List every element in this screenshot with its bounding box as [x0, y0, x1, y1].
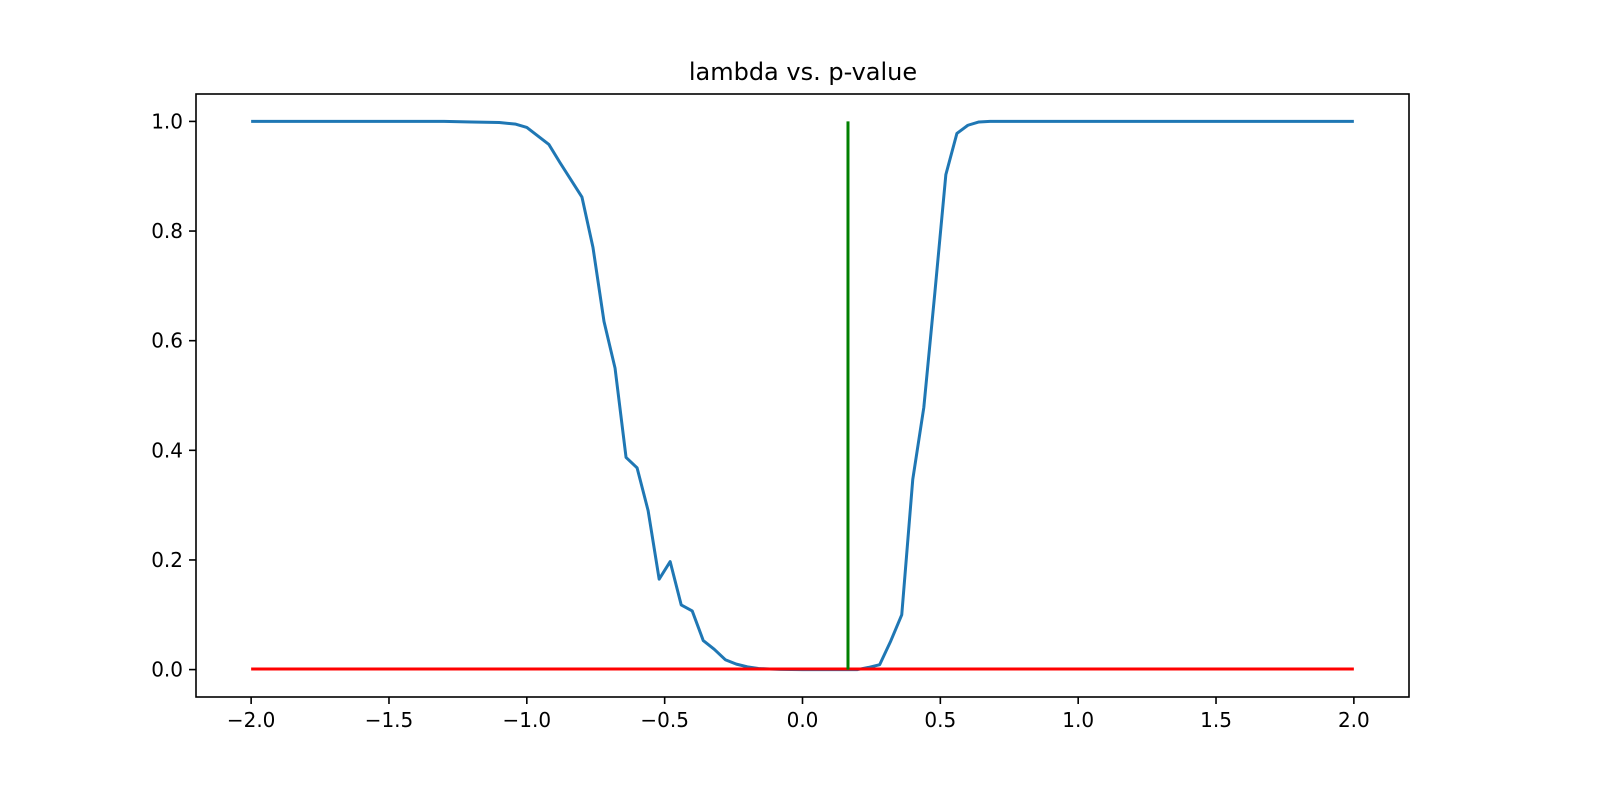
plot-area-frame [195, 93, 1410, 698]
y-tick-label: 0.8 [151, 219, 183, 243]
x-tick-label: −2.0 [227, 708, 276, 732]
x-tick-label: −1.0 [503, 708, 552, 732]
y-tick-label: 0.2 [151, 548, 183, 572]
chart-title: lambda vs. p-value [689, 58, 917, 86]
y-tick-label: 1.0 [151, 109, 183, 133]
x-tick-label: −0.5 [640, 708, 689, 732]
y-tick-label: 0.0 [151, 658, 183, 682]
x-tick-label: 1.5 [1200, 708, 1232, 732]
y-tick-label: 0.4 [151, 438, 183, 462]
y-tick-label: 0.6 [151, 329, 183, 353]
x-tick-label: 2.0 [1338, 708, 1370, 732]
x-axis: −2.0 −1.5 −1.0 −0.5 0.0 0.5 1.0 1.5 2.0 [227, 697, 1370, 732]
x-tick-label: 0.0 [787, 708, 819, 732]
y-axis: 0.0 0.2 0.4 0.6 0.8 1.0 [151, 109, 196, 682]
x-tick-label: 0.5 [924, 708, 956, 732]
x-tick-label: 1.0 [1062, 708, 1094, 732]
series-layer [251, 119, 1354, 672]
x-tick-label: −1.5 [365, 708, 414, 732]
